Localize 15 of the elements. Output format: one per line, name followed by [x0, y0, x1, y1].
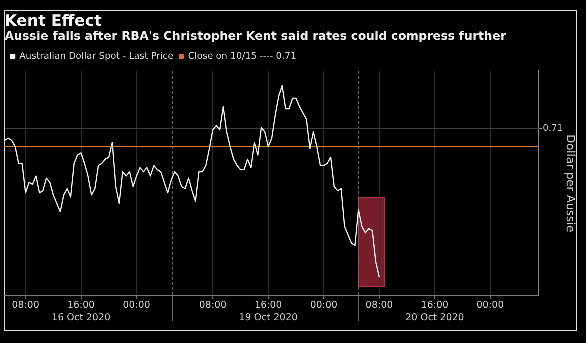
chart-subtitle: Aussie falls after RBA's Christopher Kent said rates could compress further [5, 29, 506, 43]
x-tick-label: 08:00 [12, 300, 40, 311]
x-tick-label: 00:00 [476, 300, 504, 311]
x-tick-label: 16:00 19 Oct 2020 [239, 300, 298, 324]
text: 0.71 [543, 124, 564, 134]
y-axis-title: Dollar per Aussie [564, 134, 578, 233]
x-tick-label: 00:00 [123, 300, 150, 311]
x-tick-label: 00:00 [310, 300, 338, 311]
x-tick-label: 16:00 20 Oct 2020 [406, 300, 464, 324]
chart-title: Kent Effect [5, 12, 102, 30]
x-tick-label: 08:00 [366, 300, 394, 311]
x-tick-label: 16:00 16 Oct 2020 [52, 300, 111, 324]
legend-label: Close on 10/15 ---- 0.71 [188, 50, 297, 62]
legend-label: Australian Dollar Spot - Last Price [20, 50, 174, 62]
x-tick-label: 08:00 [199, 300, 227, 311]
